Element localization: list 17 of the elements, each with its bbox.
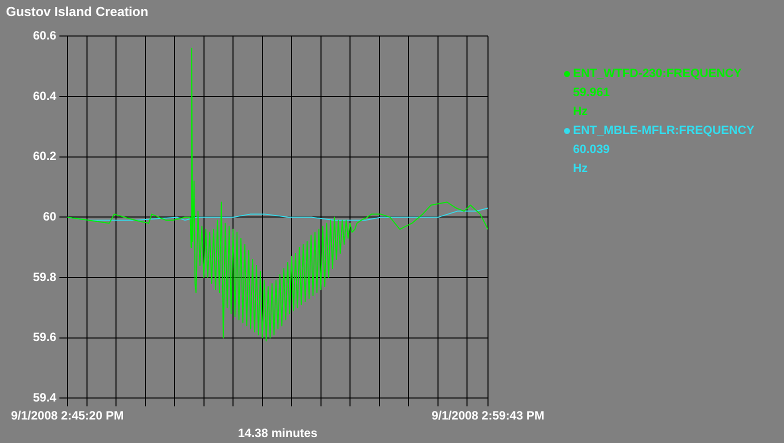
x-tick-label: 9/1/2008 2:45:20 PM — [10, 408, 124, 423]
y-tick-label: 60.4 — [32, 88, 57, 103]
x-tick-label: 9/1/2008 2:59:43 PM — [432, 408, 544, 423]
y-tick-label: 59.8 — [32, 270, 57, 284]
text: 60.039 — [572, 141, 611, 158]
y-tick-label: 60.6 — [32, 28, 57, 43]
legend-label: ENT_MBLE-MFLR:FREQUENCY — [573, 122, 754, 139]
y-tick-label: 60.2 — [32, 149, 57, 164]
text: Hz — [572, 160, 589, 177]
x-axis-title: 14.38 minutes — [238, 426, 318, 440]
legend-label: ENT_WTFD-230:FREQUENCY — [573, 65, 742, 82]
y-tick-label: 59.4 — [32, 390, 57, 405]
y-tick-label: 59.6 — [32, 330, 57, 344]
y-tick-label: 60 — [42, 210, 57, 224]
chart-title: Gustov Island Creation — [5, 3, 150, 21]
text: Hz — [572, 103, 589, 120]
text: 59.961 — [572, 84, 611, 101]
